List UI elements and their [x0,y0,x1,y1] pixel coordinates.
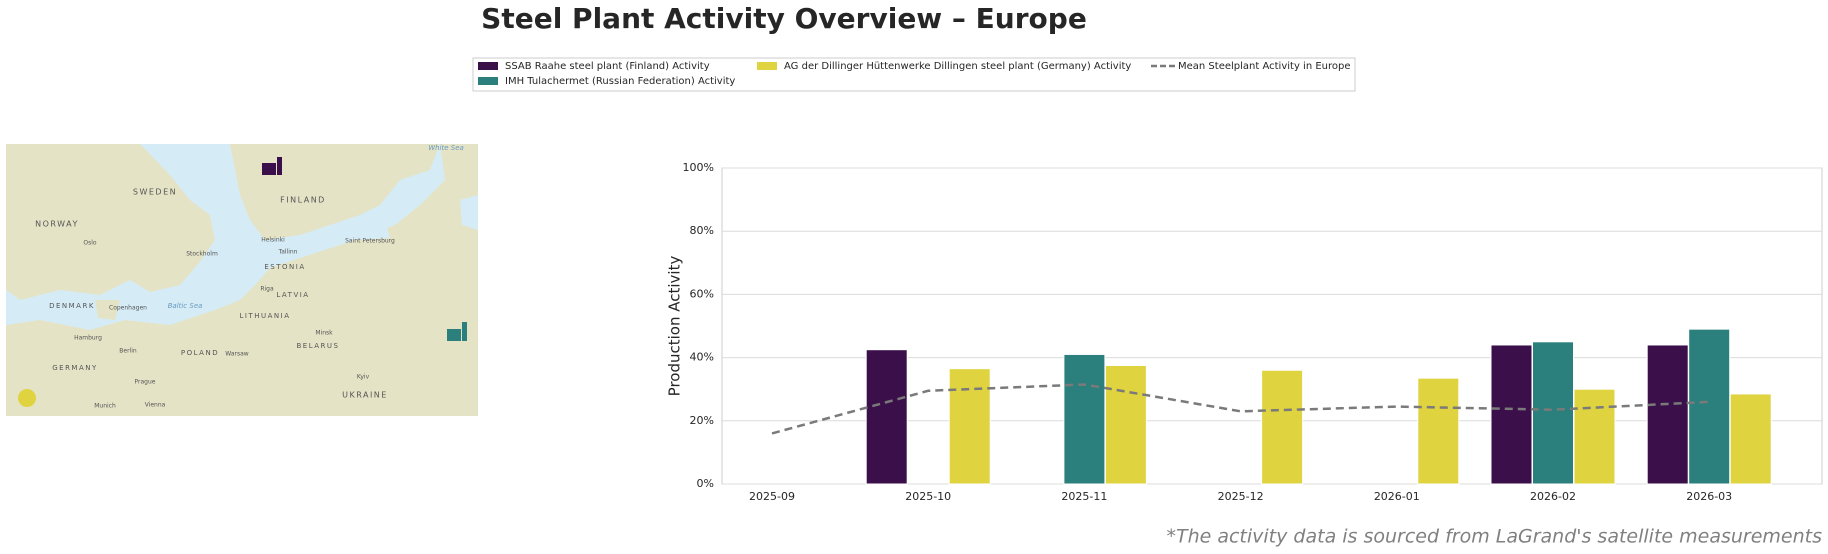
bar [1646,344,1689,485]
map-label: Stockholm [186,251,218,258]
map-label: Hamburg [74,335,102,342]
bar [948,368,991,485]
map-label: GERMANY [52,364,98,372]
plant-icon-body [18,389,36,407]
bar [1532,341,1574,485]
bar [1490,344,1533,485]
y-tick-label: 20% [690,414,714,427]
y-tick-label: 100% [683,161,714,174]
bar [1688,328,1731,485]
x-tick-label: 2026-03 [1686,490,1732,503]
map-label: FINLAND [280,196,326,205]
y-axis-label: Production Activity [666,256,684,397]
bar [1104,365,1147,485]
bar [865,349,908,485]
plant-icon [18,389,36,407]
map-label: UKRAINE [342,391,388,400]
y-tick-label: 0% [697,477,714,490]
y-tick-label: 80% [690,224,714,237]
map-land-scandinavia [6,144,215,300]
map-label: ESTONIA [264,263,305,271]
map-label: Oslo [83,240,97,247]
map-label: Berlin [119,348,137,355]
legend-box [472,57,1356,92]
x-tick-label: 2025-10 [905,490,951,503]
legend-swatch [757,62,777,70]
map-label: Vienna [145,402,166,409]
x-tick-label: 2026-02 [1530,490,1576,503]
legend-label: IMH Tulachermet (Russian Federation) Act… [505,76,735,87]
legend-label: AG der Dillinger Hüttenwerke Dillingen s… [784,61,1131,72]
legend-label: Mean Steelplant Activity in Europe [1178,61,1351,72]
map-label: SWEDEN [133,188,177,197]
map-label: Munich [94,403,116,410]
x-tick-label: 2025-09 [749,490,795,503]
legend: SSAB Raahe steel plant (Finland) Activit… [478,61,1351,87]
map-label: Saint Petersburg [345,238,395,245]
map-land-continent [6,144,478,416]
map-label: Prague [135,379,156,386]
y-tick-label: 60% [690,287,714,300]
map-label: White Sea [428,144,464,152]
plant-icon-body [447,329,461,341]
map-label: DENMARK [49,302,95,310]
map-label: Tallinn [278,249,298,256]
map-label: POLAND [181,349,219,357]
map-lake [355,222,390,240]
footnote: *The activity data is sourced from LaGra… [1166,526,1822,548]
x-tick-label: 2025-12 [1218,490,1264,503]
map: White Sea SWEDEN FINLAND NORWAY Oslo Stockhol… [6,144,478,416]
map-label: LATVIA [276,291,309,299]
map-labels: White Sea SWEDEN FINLAND NORWAY Oslo Stockhol… [35,144,464,410]
plant-icon-body [262,163,276,175]
bar [1729,393,1772,485]
bar [1063,353,1106,485]
bar [1417,377,1460,485]
map-lake [460,195,478,230]
bar [1261,369,1304,485]
map-label: Kyiv [357,374,370,381]
mean-line [771,383,1710,435]
x-tick-label: 2025-11 [1061,490,1107,503]
plant-icon [447,322,467,341]
map-label: NORWAY [35,220,79,229]
chart-title: Steel Plant Activity Overview – Europe [481,2,1087,35]
map-label: Riga [260,286,274,293]
map-label: Baltic Sea [168,302,203,310]
map-label: Minsk [315,330,333,337]
y-tick-label: 40% [690,351,714,364]
legend-swatch [478,77,498,85]
map-land-denmark [95,300,120,320]
plant-icon [262,157,282,175]
map-label: Copenhagen [109,305,147,312]
x-tick-label: 2026-01 [1374,490,1420,503]
map-label: BELARUS [296,342,339,350]
plant-icon-chimney [462,322,467,341]
plant-icon-chimney [277,157,282,175]
map-label: Helsinki [261,237,285,244]
map-label: LITHUANIA [239,312,290,320]
map-label: Warsaw [225,351,248,358]
map-land-finland [230,144,440,240]
legend-swatch [478,62,498,70]
legend-label: SSAB Raahe steel plant (Finland) Activit… [505,61,710,72]
bar [1573,388,1616,485]
